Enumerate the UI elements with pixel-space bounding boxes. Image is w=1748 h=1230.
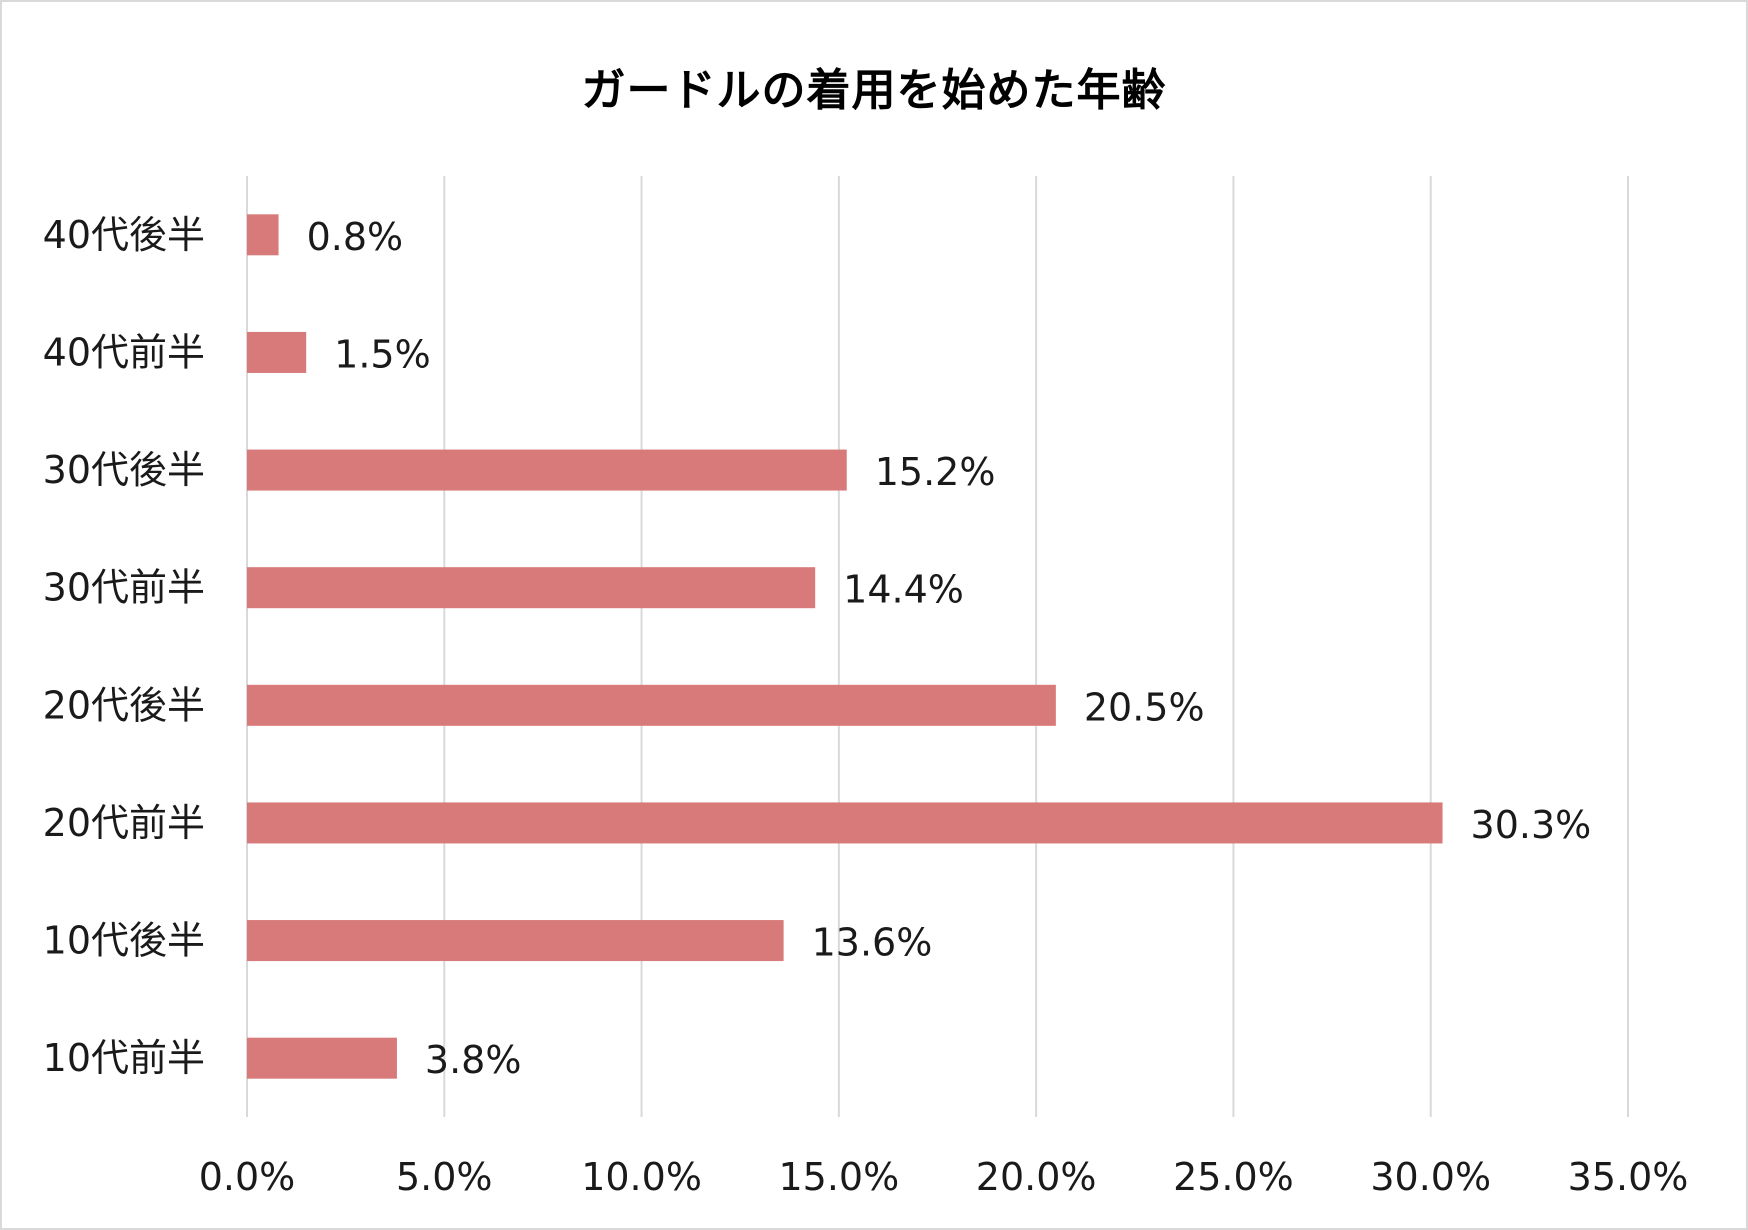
x-tick-label: 25.0% [1173, 1155, 1294, 1199]
category-label: 10代後半 [43, 919, 205, 963]
x-tick-label: 15.0% [778, 1155, 899, 1199]
bars [247, 214, 1443, 1079]
bar [247, 214, 279, 256]
category-label: 20代前半 [43, 801, 205, 845]
category-label: 40代後半 [43, 213, 205, 257]
data-label: 30.3% [1471, 803, 1592, 847]
category-label: 40代前半 [43, 330, 205, 374]
x-tick-label: 10.0% [581, 1155, 702, 1199]
data-label: 15.2% [875, 450, 996, 494]
category-labels: 40代後半 40代前半 30代後半 30代前半 20代後半 20代前半 10代後半 10代前半 [43, 213, 205, 1080]
bar [247, 567, 816, 609]
x-tick-label: 5.0% [396, 1155, 493, 1199]
data-label: 14.4% [843, 568, 964, 612]
category-label: 30代前半 [43, 566, 205, 610]
x-tick-label: 30.0% [1370, 1155, 1491, 1199]
category-label: 20代後半 [43, 683, 205, 727]
category-label: 10代前半 [43, 1036, 205, 1080]
bar [247, 920, 784, 962]
data-labels: 0.8% 1.5% 15.2% 14.4% 20.5% 30.3% 13.6% 3.8% [307, 215, 1592, 1082]
category-label: 30代後半 [43, 448, 205, 492]
data-label: 13.6% [812, 921, 933, 965]
data-label: 1.5% [334, 332, 431, 376]
x-tick-label: 0.0% [199, 1155, 296, 1199]
bar [247, 684, 1056, 726]
x-axis-tick-labels: 0.0% 5.0% 10.0% 15.0% 20.0% 25.0% 30.0% 35.0% [199, 1155, 1689, 1199]
bar [247, 449, 847, 491]
bar [247, 331, 307, 373]
data-label: 20.5% [1084, 685, 1205, 729]
gridlines [246, 176, 1629, 1117]
bar [247, 1037, 397, 1079]
chart-title: ガードルの着用を始めた年齢 [581, 65, 1167, 116]
bar [247, 802, 1443, 844]
data-label: 0.8% [307, 215, 404, 259]
x-tick-label: 20.0% [976, 1155, 1097, 1199]
x-tick-label: 35.0% [1568, 1155, 1689, 1199]
data-label: 3.8% [425, 1038, 522, 1082]
